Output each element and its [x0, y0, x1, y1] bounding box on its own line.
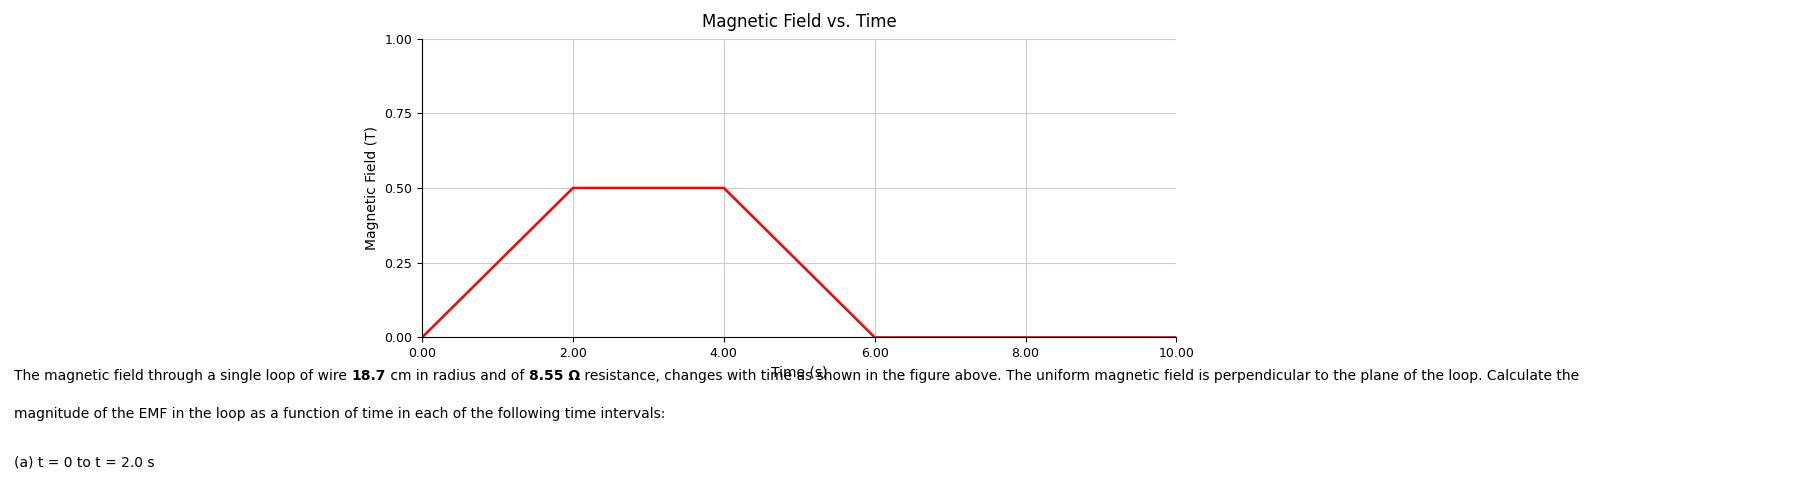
Text: 18.7: 18.7	[352, 369, 386, 383]
Text: (a) t = 0 to t = 2.0 s: (a) t = 0 to t = 2.0 s	[14, 455, 154, 469]
Text: 8.55 Ω: 8.55 Ω	[528, 369, 580, 383]
X-axis label: Time (s): Time (s)	[770, 366, 828, 380]
Title: Magnetic Field vs. Time: Magnetic Field vs. Time	[702, 13, 896, 31]
Text: cm in radius and of: cm in radius and of	[386, 369, 528, 383]
Y-axis label: Magnetic Field (T): Magnetic Field (T)	[365, 126, 379, 250]
Text: The magnetic field through a single loop of wire: The magnetic field through a single loop…	[14, 369, 352, 383]
Text: resistance, changes with time as shown in the figure above. The uniform magnetic: resistance, changes with time as shown i…	[580, 369, 1579, 383]
Text: magnitude of the EMF in the loop as a function of time in each of the following : magnitude of the EMF in the loop as a fu…	[14, 407, 666, 421]
